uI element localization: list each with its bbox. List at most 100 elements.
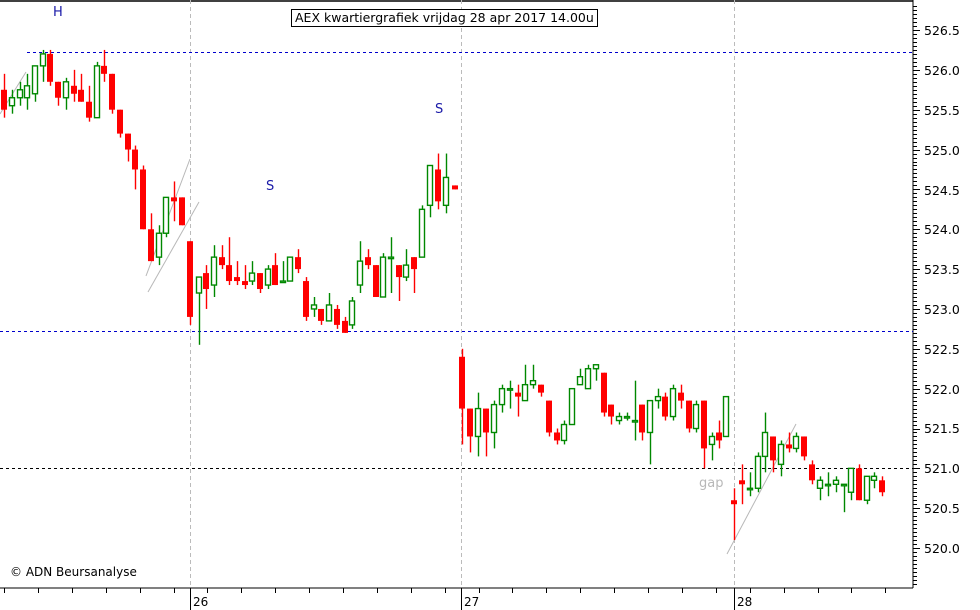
candle-down (770, 436, 776, 473)
trendlines (0, 71, 797, 555)
chart-title: AEX kwartiergrafiek vrijdag 28 apr 2017 … (291, 9, 598, 27)
candle-down (86, 85, 92, 122)
candle-up (387, 237, 395, 294)
candle-up (356, 241, 364, 294)
candle-up (310, 296, 318, 317)
candle-down (716, 420, 722, 449)
candle-up (39, 49, 47, 82)
candles (1, 49, 885, 541)
y-label: 524.5 (924, 183, 960, 198)
right-shoulder-annotation: S (435, 102, 444, 117)
candle-up (708, 432, 716, 461)
candle-down (219, 245, 225, 270)
candle-down (601, 372, 607, 417)
candle-up (592, 364, 600, 381)
candle-down (234, 261, 240, 286)
candle-up (279, 261, 287, 284)
candle-up (832, 476, 840, 493)
day-separators (190, 0, 735, 588)
copyright-notice: © ADN Beursanalyse (10, 565, 137, 579)
candle-up (568, 387, 576, 426)
candle-up (761, 412, 769, 473)
candle-down (411, 257, 417, 294)
y-label: 523.5 (924, 262, 960, 277)
candle-up (840, 483, 848, 513)
candle-up (195, 276, 203, 345)
candle-up (264, 265, 272, 290)
candle-down (459, 348, 465, 445)
candle-down (739, 464, 745, 505)
candle-down (117, 109, 123, 138)
left-shoulder-annotation: S (266, 179, 275, 194)
candle-up (824, 472, 832, 497)
candle-down (318, 308, 324, 325)
y-label: 526.0 (924, 63, 960, 78)
candle-down (373, 265, 379, 297)
candle-up (62, 77, 70, 110)
candle-down (334, 304, 340, 329)
candle-up (210, 245, 218, 297)
candle-up (286, 256, 294, 282)
candle-up (560, 420, 568, 445)
candle-up (8, 89, 16, 114)
x-label-day-26: 26 (193, 595, 209, 609)
candle-up (615, 412, 623, 425)
candle-down (148, 213, 154, 262)
gap-annotation: gap (699, 476, 724, 491)
y-label: 520.0 (924, 541, 960, 556)
candle-down (132, 145, 138, 190)
candle-down (809, 460, 815, 485)
candle-down (55, 81, 61, 106)
candle-up (379, 253, 387, 298)
candle-up (474, 392, 482, 457)
candle-up (863, 475, 871, 505)
candle-down (140, 165, 146, 230)
candle-down (109, 73, 115, 114)
candle-down (396, 265, 402, 301)
candle-down (257, 273, 263, 294)
candle-down (71, 69, 77, 102)
candle-down (179, 197, 185, 226)
candle-up (792, 432, 800, 453)
candle-up (348, 296, 356, 329)
candle-down (342, 316, 348, 333)
candle-down (467, 408, 473, 453)
candle-down (125, 133, 131, 162)
candle-down (801, 436, 807, 461)
candle-down (554, 428, 560, 445)
plot-frame (0, 0, 914, 589)
candle-down (786, 432, 792, 453)
y-label: 520.5 (924, 501, 960, 516)
candle-down (365, 249, 371, 270)
candle-up (426, 164, 434, 218)
candle-up (248, 261, 256, 286)
candle-down (538, 384, 544, 397)
candle-down (47, 49, 53, 86)
candle-down (303, 277, 309, 321)
candle-up (162, 196, 170, 238)
y-label: 521.0 (924, 461, 960, 476)
candle-down (856, 464, 862, 501)
candle-down (272, 253, 278, 286)
y-label: 521.5 (924, 421, 960, 436)
candle-up (576, 368, 584, 386)
candle-up (669, 384, 677, 421)
horizontal-levels (0, 52, 913, 469)
y-label: 525.5 (924, 103, 960, 118)
candle-up (490, 400, 498, 449)
candle-up (870, 472, 878, 489)
candle-down (879, 476, 885, 497)
candle-down (171, 181, 177, 222)
candle-down (242, 265, 248, 290)
candle-up (631, 380, 639, 441)
candle-up (418, 205, 426, 258)
x-label-day-27: 27 (464, 595, 480, 609)
candle-down (731, 488, 737, 541)
candle-down (483, 408, 489, 457)
candle-down (1, 73, 7, 118)
candle-up (93, 61, 101, 119)
candle-up (623, 412, 631, 421)
y-label: 523.0 (924, 302, 960, 317)
candle-up (584, 364, 592, 390)
y-label: 522.0 (924, 382, 960, 397)
